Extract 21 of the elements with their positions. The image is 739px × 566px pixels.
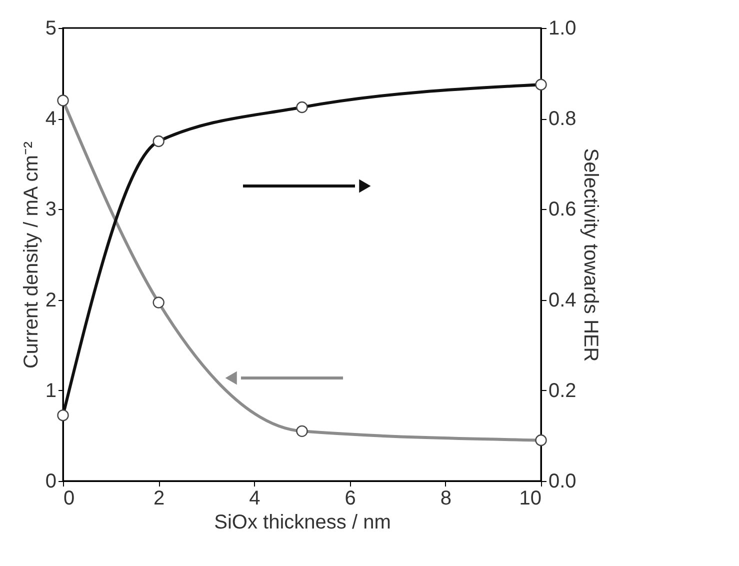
y2-tick-label: 0.0 bbox=[548, 470, 576, 492]
y-tick-label: 5 bbox=[45, 18, 56, 40]
x-tick-label: 6 bbox=[344, 488, 356, 510]
y-tick-label: 3 bbox=[45, 198, 56, 221]
y2-axis-title: Selectivity towards HER bbox=[579, 148, 602, 362]
x-tick-label: 2 bbox=[154, 488, 165, 510]
y2-tick-label: 0.8 bbox=[548, 108, 576, 130]
y-tick-label: 0 bbox=[45, 470, 56, 492]
x-tick-label: 0 bbox=[64, 488, 75, 510]
x-tick-label: 10 bbox=[519, 488, 542, 510]
x-tick-label: 4 bbox=[249, 488, 260, 510]
x-tick-label: 8 bbox=[440, 488, 452, 510]
y-axis-title: Current density / mA cm⁻² bbox=[20, 141, 42, 369]
y2-tick-label: 0.2 bbox=[548, 380, 576, 402]
y-tick-label: 1 bbox=[45, 380, 56, 402]
y-tick-label: 2 bbox=[45, 289, 56, 312]
y-tick-label: 4 bbox=[45, 108, 56, 130]
y2-tick-label: 1.0 bbox=[548, 18, 576, 40]
x-axis-title: SiOx thickness / nm bbox=[214, 512, 391, 534]
y2-tick-label: 0.6 bbox=[548, 198, 576, 221]
y2-tick-label: 0.4 bbox=[548, 289, 576, 312]
